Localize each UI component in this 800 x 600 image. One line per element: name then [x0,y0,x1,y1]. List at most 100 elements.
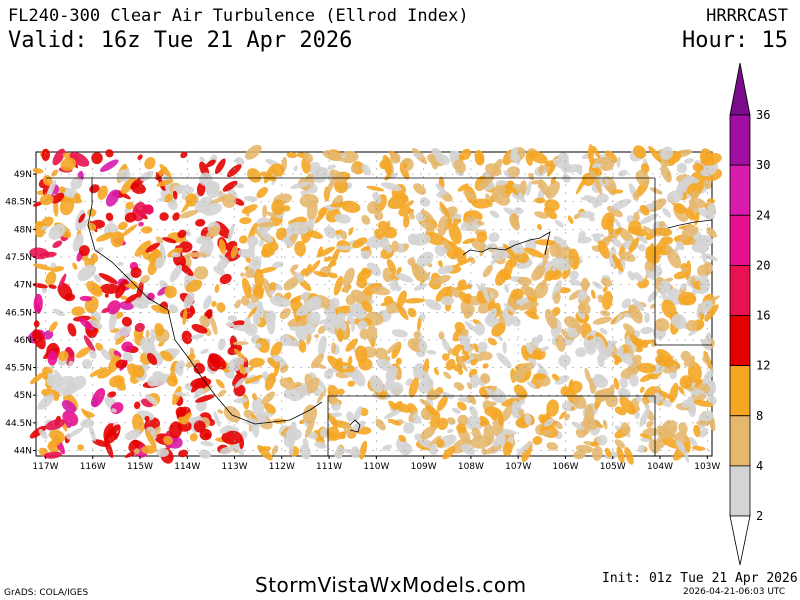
turbulence-cell [426,389,441,401]
turbulence-cell [634,411,640,420]
turbulence-cell [413,331,421,339]
turbulence-cell [314,441,327,449]
turbulence-cell [78,317,94,331]
turbulence-cell [286,427,302,441]
turbulence-cell [660,419,671,431]
turbulence-cell [527,381,537,389]
turbulence-cell [257,226,274,244]
turbulence-cell [144,394,159,406]
turbulence-cell [650,303,656,309]
turbulence-cell [148,335,155,346]
turbulence-cell [526,180,532,197]
turbulence-cell [222,180,238,192]
turbulence-cell [37,393,55,410]
turbulence-cell [333,275,344,296]
turbulence-cell [477,175,495,191]
turbulence-cell [70,176,83,190]
turbulence-cell [638,243,646,252]
turbulence-cell [509,214,520,231]
turbulence-cell [544,270,556,282]
lon-label: 111W [316,462,342,472]
turbulence-cell [691,242,710,253]
turbulence-cell [246,235,259,247]
turbulence-cell [511,400,520,416]
turbulence-cell [413,283,428,291]
turbulence-cell [618,227,635,245]
turbulence-cell [678,386,685,395]
turbulence-cell [87,208,97,217]
turbulence-cell [534,281,549,299]
turbulence-cell [614,439,626,449]
turbulence-cell [78,213,86,224]
turbulence-cell [452,407,461,414]
turbulence-cell [67,323,77,337]
turbulence-cell [322,150,344,162]
turbulence-cell [503,170,511,178]
turbulence-cell [479,351,493,361]
turbulence-cell [418,339,428,353]
turbulence-cell [534,197,546,204]
turbulence-cell [203,295,212,310]
turbulence-cell [616,446,625,464]
turbulence-cell [435,153,451,165]
turbulence-cell [537,362,549,376]
turbulence-cell [225,321,235,328]
turbulence-cell [43,330,54,340]
turbulence-cell [116,169,131,183]
turbulence-cell [144,416,150,422]
turbulence-cell [244,195,258,202]
turbulence-cell [306,377,320,394]
turbulence-cell [86,281,103,297]
turbulence-cell [51,169,59,177]
turbulence-cell [200,440,214,447]
turbulence-cell [367,201,379,214]
colorbar-label: 8 [756,409,763,423]
turbulence-cell [234,397,248,404]
turbulence-cell [172,190,178,200]
turbulence-cell [395,357,402,365]
lon-label: 113W [222,462,248,472]
turbulence-cell [234,299,242,309]
turbulence-cell [156,179,174,187]
turbulence-cell [340,230,348,240]
turbulence-cell [588,170,596,178]
turbulence-cell [611,237,623,248]
turbulence-cell [252,392,258,401]
turbulence-cell [172,385,182,406]
turbulence-cell [380,236,390,251]
turbulence-cell [702,355,710,364]
turbulence-cell [660,236,674,245]
turbulence-cell [302,404,318,424]
turbulence-cell [435,286,450,302]
turbulence-cell [681,399,692,408]
turbulence-cell [533,373,546,380]
turbulence-cell [72,262,78,270]
turbulence-cell [524,286,537,298]
turbulence-cell [350,164,359,174]
turbulence-cell [221,193,236,208]
turbulence-cell [195,394,215,403]
turbulence-cell [403,297,426,304]
yellowstone-lake [349,419,361,433]
turbulence-cell [637,362,657,374]
turbulence-cell [121,341,134,352]
turbulence-cell [271,163,285,177]
turbulence-cell [490,410,498,421]
turbulence-cell [550,325,559,339]
turbulence-cell [359,440,368,460]
turbulence-cell [289,385,309,402]
turbulence-cell [124,429,142,441]
turbulence-cell [89,366,108,377]
turbulence-cell [590,289,596,300]
turbulence-cell [457,291,471,304]
turbulence-cell [357,320,368,330]
turbulence-cell [174,362,184,376]
turbulence-cell [275,227,287,241]
turbulence-cell [484,444,502,455]
turbulence-cell [633,211,640,223]
turbulence-cell [412,153,423,158]
turbulence-cell [612,354,623,363]
valid-time: Valid: 16z Tue 21 Apr 2026 [8,28,353,53]
turbulence-cell [282,338,300,347]
